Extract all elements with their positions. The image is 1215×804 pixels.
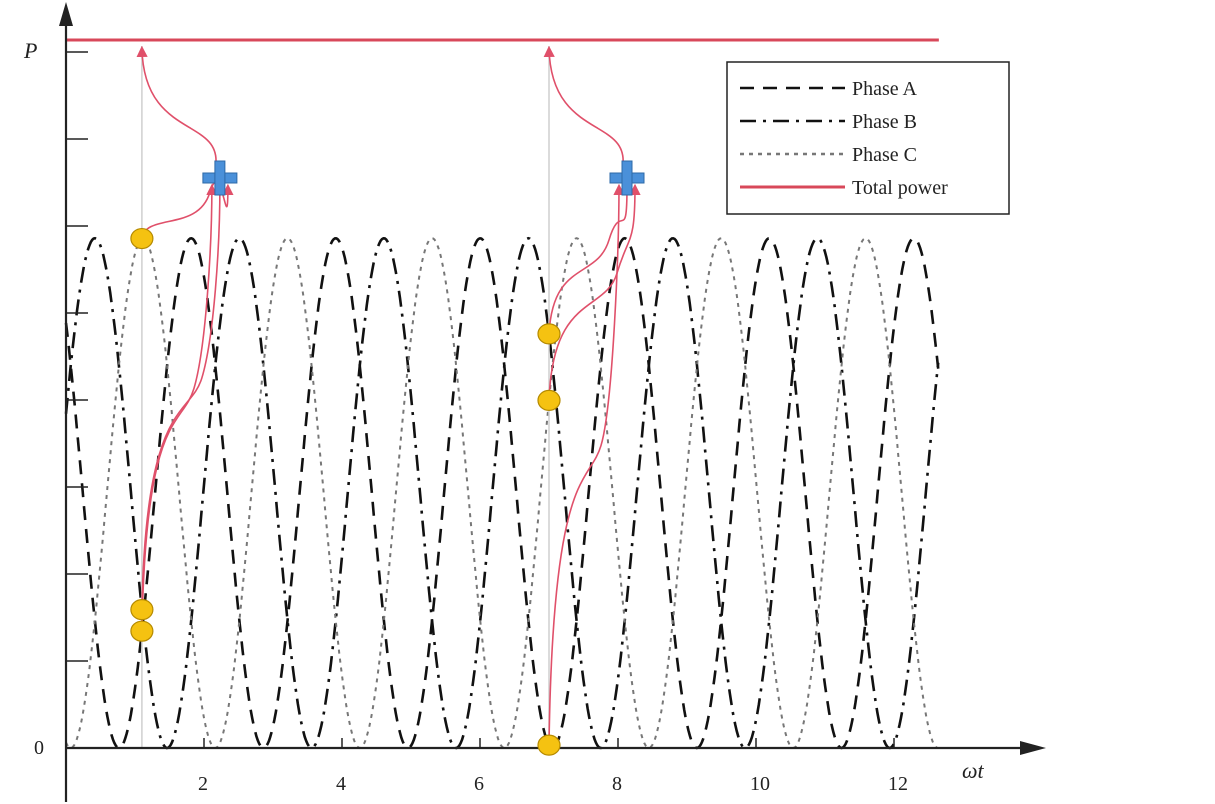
sum-arrow bbox=[548, 183, 625, 746]
sample-point bbox=[130, 620, 154, 642]
sample-guides bbox=[141, 46, 550, 748]
sample-point bbox=[130, 599, 154, 621]
x-tick-label-12: 12 bbox=[888, 773, 908, 795]
x-tick-label-8: 8 bbox=[612, 773, 622, 795]
x-tick-label-10: 10 bbox=[750, 773, 770, 795]
sum-arrow bbox=[141, 183, 226, 610]
legend-entry-label: Phase A bbox=[852, 78, 918, 100]
sum-arrow bbox=[141, 181, 234, 239]
x-tick-label-6: 6 bbox=[474, 773, 484, 795]
legend-entry-label: Phase C bbox=[852, 144, 917, 166]
x-tick-label-4: 4 bbox=[336, 773, 346, 795]
legend: Phase A Phase B Phase C Total power bbox=[726, 61, 1010, 215]
sum-arrow bbox=[548, 183, 633, 334]
total-arrow bbox=[543, 45, 624, 165]
sample-point bbox=[537, 323, 561, 345]
y-axis-label: P bbox=[23, 38, 37, 63]
legend-entry-label: Total power bbox=[852, 177, 948, 199]
x-tick-label-2: 2 bbox=[198, 773, 208, 795]
series-line-phase-b bbox=[64, 236, 940, 750]
sample-point bbox=[537, 734, 561, 756]
sum-arrow bbox=[141, 183, 218, 632]
annotations bbox=[130, 45, 645, 756]
y-tick-label-0: 0 bbox=[34, 737, 44, 759]
x-axis-label: ωt bbox=[962, 758, 985, 783]
total-arrow bbox=[136, 45, 217, 165]
legend-entry-label: Phase B bbox=[852, 111, 917, 133]
series-line-phase-c bbox=[65, 237, 939, 750]
plus-icon bbox=[609, 160, 645, 196]
sample-point bbox=[130, 227, 154, 250]
plus-icon bbox=[202, 160, 238, 196]
axis-ticks: 2 4 6 8 10 12 bbox=[66, 51, 908, 795]
y-axis-arrow bbox=[59, 2, 73, 26]
sample-point bbox=[537, 389, 561, 411]
x-axis-arrow bbox=[1020, 741, 1046, 755]
sum-arrow bbox=[548, 183, 641, 401]
